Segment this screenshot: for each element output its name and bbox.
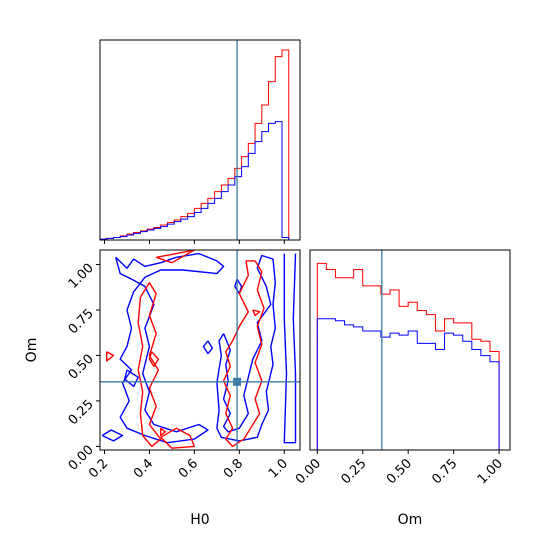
- joint-x-tick-label: 1.0: [266, 456, 291, 481]
- contour-red-8: [155, 250, 196, 264]
- contour-red-14: [252, 309, 261, 317]
- om-hist-frame: [309, 249, 511, 451]
- joint-frame: [99, 249, 301, 451]
- contour-red-11: [160, 427, 166, 437]
- truth-marker: [233, 377, 242, 386]
- contour-blue-1: [101, 429, 124, 442]
- joint-x-tick-label: 0.6: [176, 456, 201, 481]
- om-histogram-panel: 0.00 0.25 0.50 0.75 1.00: [293, 249, 511, 487]
- joint-y-tick-label: 0.50: [66, 352, 97, 383]
- joint-y-tick-label: 0.75: [66, 306, 97, 337]
- contour-red-12: [148, 351, 160, 368]
- joint-y-tick-label: 0.25: [66, 397, 97, 428]
- contour-red-9: [160, 427, 196, 449]
- om-histogram-red: [315, 262, 509, 451]
- contour-red-13: [222, 260, 265, 448]
- h0-histogram-red: [99, 49, 290, 240]
- h0-histogram-panel: [99, 39, 301, 244]
- contour-blue-2: [124, 369, 139, 388]
- h0-histogram-blue: [99, 121, 290, 240]
- om-x-tick-label: 0.25: [338, 456, 369, 487]
- om-axis-label: Om: [398, 512, 423, 528]
- h0-om-contour-panel: 0.2 0.4 0.6 0.8 1.00.000.250.500.751.00: [66, 249, 301, 481]
- om-x-tick-label: 0.00: [293, 456, 324, 487]
- joint-x-tick-label: 0.8: [221, 456, 246, 481]
- contour-blue-6: [283, 253, 297, 444]
- joint-y-tick-label: 1.00: [66, 261, 97, 292]
- contour-red-7: [137, 282, 162, 448]
- om-x-tick-label: 0.75: [429, 456, 460, 487]
- joint-x-tick-label: 0.4: [131, 456, 156, 481]
- contour-group: [101, 250, 297, 449]
- om-y-axis-label: Om: [24, 338, 40, 363]
- om-histogram-blue: [315, 318, 509, 451]
- contour-blue-0: [115, 252, 225, 444]
- om-x-tick-label: 1.00: [475, 456, 506, 487]
- contour-red-10: [106, 351, 115, 362]
- contour-blue-3: [216, 254, 276, 442]
- contour-blue-5: [202, 340, 214, 355]
- h0-hist-frame: [99, 39, 301, 241]
- h0-axis-label: H0: [190, 512, 209, 528]
- om-x-tick-label: 0.50: [384, 456, 415, 487]
